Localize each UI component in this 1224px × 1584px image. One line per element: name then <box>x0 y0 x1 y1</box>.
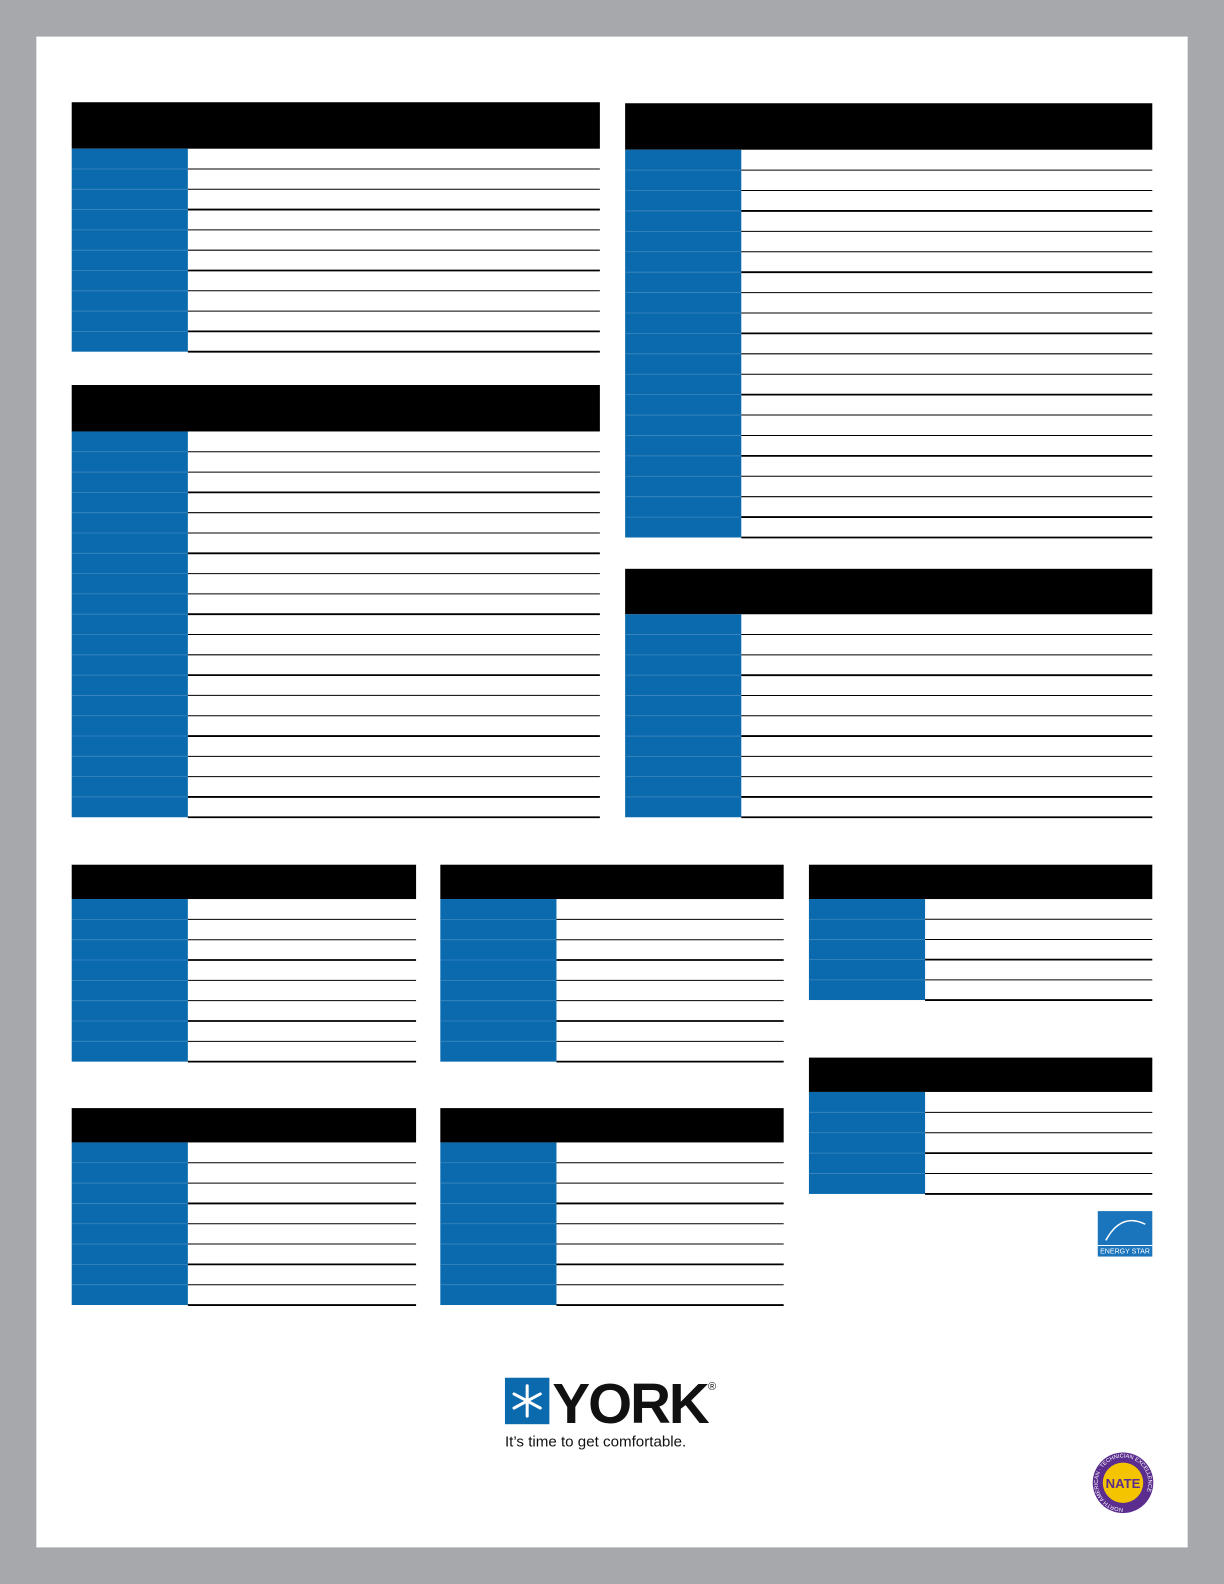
energy-star-swoosh <box>1105 1219 1146 1241</box>
energy-star-box <box>1097 1211 1153 1257</box>
york-logo: YORK ® It’s time to get comfortable. <box>504 1372 716 1450</box>
registered: ® <box>708 1381 716 1393</box>
tables <box>71 102 1153 1306</box>
table-header <box>440 864 784 900</box>
nate-label: NATE <box>1106 1476 1141 1491</box>
table-header <box>808 1057 1153 1092</box>
label-column <box>808 1091 926 1194</box>
table-header <box>808 864 1153 900</box>
table-header <box>625 103 1153 150</box>
energy-star-logo: ENERGY STAR <box>1097 1211 1153 1257</box>
table-header <box>440 1108 784 1143</box>
paper <box>36 36 1188 1548</box>
tagline: It’s time to get comfortable. <box>505 1433 686 1450</box>
snowflake <box>512 1384 542 1418</box>
table-header <box>71 102 600 149</box>
wordmark: YORK <box>552 1372 709 1435</box>
table-header <box>625 568 1153 615</box>
table-header <box>71 864 417 900</box>
label-column <box>71 431 188 818</box>
nate-center <box>1102 1462 1144 1503</box>
energy-star-label: ENERGY STAR <box>1100 1249 1150 1256</box>
table-header <box>71 385 600 432</box>
nate-logo: NORTH AMERICAN · TECHNICIAN EXCELLENCE N… <box>1092 1452 1154 1514</box>
table-header <box>71 1108 417 1143</box>
label-column <box>625 149 742 538</box>
label-column <box>808 899 926 1001</box>
